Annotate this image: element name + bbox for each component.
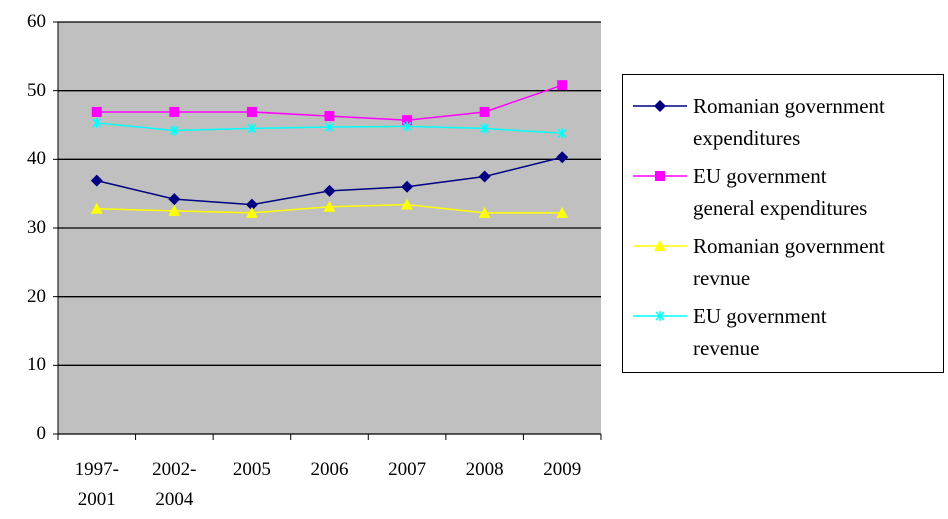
legend-label: Romanian government revnue: [693, 234, 885, 290]
marker: [479, 106, 490, 117]
x-tick-label: 2002-2004: [152, 459, 197, 510]
marker: [247, 123, 257, 134]
marker: [478, 170, 491, 183]
legend-key: [633, 171, 687, 181]
series: [90, 151, 569, 211]
series: [92, 117, 567, 139]
legend-label: EU government revenue: [693, 304, 827, 360]
legend-key: [633, 240, 687, 251]
marker: [245, 198, 258, 211]
marker: [90, 202, 103, 214]
marker: [556, 151, 569, 164]
marker: [401, 180, 414, 193]
marker: [557, 80, 568, 91]
marker: [323, 200, 336, 212]
marker: [654, 240, 666, 251]
legend-label: EU government general expenditures: [693, 164, 868, 220]
marker: [91, 106, 102, 117]
x-tick-label: 2009: [543, 459, 582, 480]
marker: [169, 125, 179, 136]
y-tick-label: 60: [27, 11, 46, 32]
y-tick-label: 50: [27, 79, 46, 101]
x-tick-label: 2005: [232, 459, 271, 480]
marker: [169, 106, 180, 117]
x-tick-label: 2008: [465, 459, 504, 480]
x-tick-label: 2007: [388, 459, 427, 480]
marker: [168, 193, 181, 206]
marker: [245, 206, 258, 218]
x-tick-label: 1997-2001: [74, 459, 119, 510]
legend-key: [633, 100, 687, 112]
y-tick-label: 40: [27, 148, 46, 170]
marker: [401, 198, 414, 210]
marker: [654, 100, 666, 112]
marker: [478, 206, 491, 218]
marker: [402, 115, 413, 126]
marker: [324, 111, 335, 122]
series: [90, 198, 569, 218]
legend: Romanian government expenditures EU gover…: [622, 74, 944, 373]
marker: [480, 123, 490, 134]
marker: [324, 122, 335, 133]
marker: [655, 311, 665, 321]
legend-keys: [633, 100, 687, 321]
marker: [90, 174, 103, 187]
marker: [323, 184, 336, 197]
legend-label: Romanian government expenditures: [693, 94, 885, 150]
series: [91, 80, 568, 126]
legend-key: [633, 311, 687, 321]
y-tick-label: 30: [27, 217, 46, 238]
marker: [655, 171, 665, 181]
y-tick-label: 10: [27, 354, 46, 376]
marker: [556, 206, 569, 218]
x-tick-label: 2006: [310, 459, 349, 480]
marker: [246, 106, 257, 117]
marker: [402, 121, 412, 132]
marker: [92, 117, 102, 128]
marker: [168, 204, 181, 216]
y-tick-label: 20: [27, 285, 46, 307]
marker: [557, 128, 567, 139]
y-tick-label: 0: [36, 423, 47, 444]
